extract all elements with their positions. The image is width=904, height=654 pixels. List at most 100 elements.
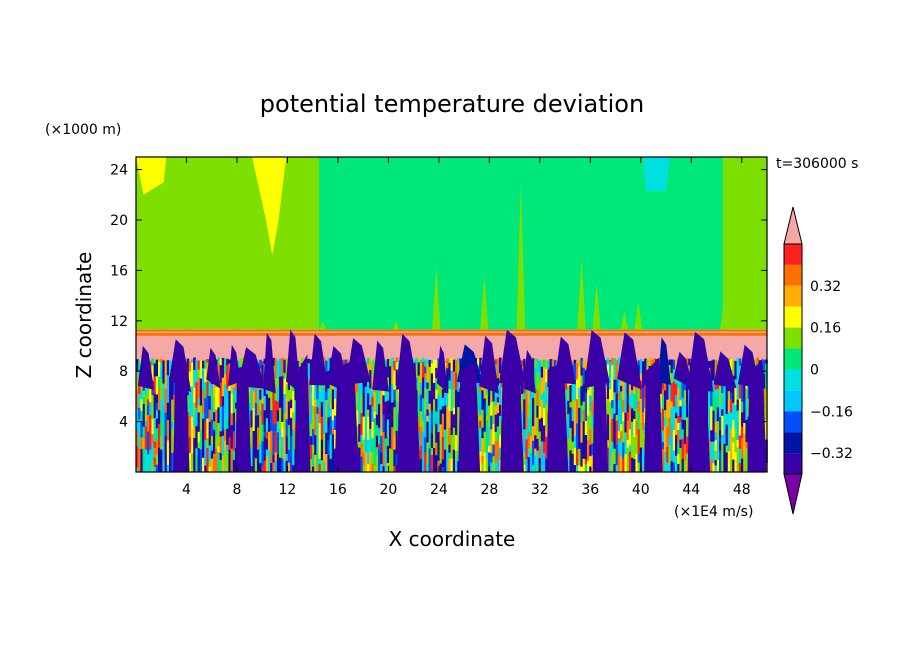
green-spike	[719, 295, 729, 334]
convection-cell	[417, 375, 421, 396]
convection-cell	[279, 386, 282, 408]
convection-cell	[160, 359, 163, 363]
convection-cell	[686, 373, 689, 398]
convection-cell	[727, 399, 731, 413]
convection-cell	[613, 463, 616, 473]
convection-cell	[384, 414, 388, 439]
convection-cell	[270, 409, 273, 431]
convection-cell	[435, 442, 438, 456]
convection-cell	[325, 421, 328, 433]
convection-cell	[362, 396, 366, 417]
convection-cell	[373, 464, 377, 473]
convection-cell	[723, 388, 726, 410]
convection-cell	[197, 377, 201, 399]
convection-cell	[725, 395, 729, 414]
convection-cell	[743, 432, 746, 453]
convection-cell	[279, 358, 282, 377]
convection-cell	[415, 376, 418, 391]
convection-cell	[356, 425, 359, 445]
convection-cell	[606, 364, 610, 378]
convection-cell	[529, 416, 533, 437]
convection-cell	[580, 375, 583, 387]
convection-cell	[670, 401, 674, 408]
convection-cell	[202, 360, 205, 369]
convection-cell	[587, 460, 590, 473]
convection-cell	[210, 419, 214, 437]
convection-cell	[675, 394, 678, 413]
convection-cell	[378, 427, 381, 434]
convection-cell	[367, 409, 370, 417]
convection-cell	[496, 358, 500, 379]
convection-cell	[217, 451, 220, 473]
convection-cell	[716, 388, 720, 408]
convection-cell	[708, 432, 711, 440]
convection-cell	[391, 366, 394, 384]
convection-cell	[424, 366, 427, 374]
convection-cell	[149, 424, 152, 450]
convection-cell	[204, 359, 207, 369]
convection-cell	[373, 433, 377, 451]
convection-cell	[257, 414, 260, 428]
convection-cell	[653, 358, 656, 367]
convection-cell	[309, 402, 313, 424]
convection-cell	[325, 399, 328, 423]
convection-cell	[369, 369, 372, 389]
convection-cell	[609, 413, 612, 423]
convection-cell	[329, 377, 333, 402]
convection-cell	[534, 391, 537, 417]
convection-cell	[382, 394, 385, 415]
convection-cell	[628, 394, 632, 406]
convection-cell	[426, 388, 429, 410]
convection-cell	[712, 359, 715, 381]
convection-cell	[320, 459, 324, 473]
convection-cell	[235, 402, 238, 409]
convection-cell	[314, 399, 317, 407]
convection-cell	[158, 361, 161, 377]
green-spike	[619, 310, 629, 334]
convection-cell	[494, 431, 498, 441]
convection-cell	[219, 382, 223, 407]
convection-cell	[373, 391, 377, 412]
convection-cell	[745, 388, 748, 399]
convection-cell	[622, 399, 625, 413]
convection-cell	[670, 407, 674, 425]
convection-cell	[276, 431, 280, 455]
green-spike	[182, 289, 191, 334]
convection-cell	[232, 387, 236, 393]
convection-cell	[215, 386, 218, 410]
convection-cell	[734, 451, 737, 473]
convection-cell	[219, 364, 223, 383]
convection-cell	[677, 453, 680, 464]
convection-cell	[228, 436, 231, 450]
convection-cell	[171, 421, 174, 429]
colorbar-tick-label: −0.16	[810, 404, 853, 420]
convection-cell	[571, 453, 575, 473]
convection-cell	[391, 402, 394, 415]
convection-cell	[197, 411, 201, 432]
convection-cell	[617, 357, 621, 367]
convection-cell	[232, 459, 236, 473]
convection-cell	[738, 422, 742, 436]
convection-cell	[670, 359, 674, 374]
convection-cell	[204, 368, 207, 383]
convection-cell	[228, 359, 231, 364]
convection-cell	[261, 361, 264, 365]
convection-cell	[213, 453, 216, 473]
convection-cell	[712, 441, 715, 464]
convection-cell	[331, 388, 335, 400]
convection-cell	[672, 368, 676, 382]
purple-column	[235, 364, 252, 472]
convection-cell	[375, 446, 379, 455]
convection-cell	[536, 359, 539, 373]
convection-cell	[329, 458, 333, 473]
convection-cell	[606, 358, 610, 365]
convection-cell	[309, 423, 313, 437]
convection-cell	[496, 459, 500, 473]
convection-cell	[430, 447, 434, 456]
convection-cell	[415, 363, 418, 378]
convection-cell	[613, 363, 616, 380]
convection-cell	[540, 377, 544, 394]
convection-cell	[250, 448, 253, 467]
convection-cell	[490, 428, 493, 454]
convection-cell	[745, 419, 748, 442]
